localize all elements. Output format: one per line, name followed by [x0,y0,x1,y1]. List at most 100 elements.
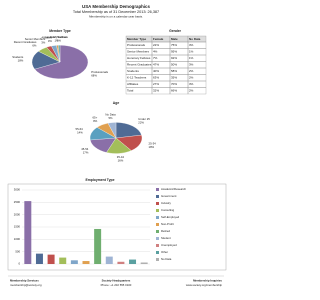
slice-value: 3% [41,40,46,44]
slice-value: 18% [149,145,155,149]
table-cell-text: 95% [171,50,177,54]
legend-label: Academic/Research [161,187,186,191]
slice-value: 22% [138,121,144,125]
slice-label: Recent Graduates [14,40,37,44]
table-cell-text: K-12 Teachers [127,76,147,80]
legend-label: Retired [161,229,170,233]
footer-text: Society Headquarters [102,279,131,283]
table-cell-text: Professionals [127,43,146,47]
legend-label: Non-Profit [161,222,174,226]
table-cell-text: 47% [153,63,159,67]
table-cell-text: 35% [171,76,177,80]
slice-value: 17% [83,150,89,154]
table-header: Female [153,37,164,41]
footer-text: Membership Services [10,279,39,283]
bar [70,260,78,264]
legend-swatch [156,223,159,226]
pie-title: Age [113,101,120,105]
slice-value: 68% [91,73,97,77]
legend-swatch [156,195,159,198]
chart-title: Employment Type [86,178,115,182]
document: USA Membership Demographics Total Member… [7,4,227,287]
table-cell-text: 3% [189,43,194,47]
legend-swatch [156,244,159,247]
table-cell-text: Honorary Fellows [127,56,151,60]
table-cell-text: 66% [171,89,177,93]
legend-label: Unemployed [161,243,177,247]
table-cell-text: Total [127,89,134,93]
table-cell-text: 2% [189,76,194,80]
slice-value: 8% [93,119,98,123]
slice-value: 14% [77,131,83,135]
bar [117,261,125,264]
slice-value: 5% [109,116,114,120]
table-cell-text: 22% [153,43,159,47]
footer-text: www.society.org/membership [186,283,223,287]
table-cell-text: 75% [171,43,177,47]
pie-title: Member Type [49,29,71,33]
note: Membership is on a calendar year basis. [89,14,143,18]
bar [140,262,148,264]
footer-text: membership@society.org [10,283,42,287]
footer-text: Membership Inquiries [193,279,222,283]
slice-label: 65+ [92,115,97,119]
slice-value: 1% [54,39,59,43]
slice-value: 1% [57,38,62,42]
pie-slice [107,122,117,139]
table-header: No Data [189,37,201,41]
legend-label: Other [161,250,168,254]
table-cell [187,87,207,95]
y-tick-label: 3000 [14,188,21,192]
chart-frame [7,183,227,271]
bar [59,257,67,264]
table-cell-text: 1% [189,56,194,60]
table-cell-text: 2% [189,69,194,73]
table-cell-text: 92% [171,56,177,60]
y-tick-label: 1000 [14,237,21,241]
bar [129,259,137,264]
bar [35,253,43,264]
slice-label: K-12 Teachers [50,35,69,39]
table-cell-text: 63% [153,76,159,80]
legend-swatch [156,216,159,219]
legend-label: No Data [161,257,172,261]
y-tick-label: 1500 [14,225,21,229]
y-tick-label: 2000 [14,212,21,216]
subtitle: Total Membership as of 31 December 2013:… [73,10,159,14]
slice-label: Senior Members [25,37,46,41]
y-tick-label: 0 [18,262,20,266]
slice-label: Students [12,55,24,59]
table-cell-text: 40% [153,69,159,73]
slice-label: No Data [105,112,116,116]
table-cell-text: Affiliates [127,82,139,86]
table-cell-text: Students [127,69,139,73]
table-cell-text: 32% [153,89,159,93]
slice-label: 45-54 [81,147,89,151]
bar [47,254,55,264]
legend-swatch [156,202,159,205]
legend-label: Self-Employed [161,215,180,219]
legend-label: Government [161,194,177,198]
legend-label: Industry [161,201,172,205]
legend-label: Student [161,236,171,240]
pie-slice [58,45,61,63]
slice-label: 25-34 [149,142,157,146]
y-tick-label: 500 [15,249,20,253]
table-cell-text: 58% [171,69,177,73]
legend-swatch [156,237,159,240]
table-cell-text: 3% [189,63,194,67]
slice-value: 16% [118,159,124,163]
slice-label: Under 25 [138,117,150,121]
slice-value: 18% [18,58,24,62]
table-cell-text: 1% [189,50,194,54]
legend-swatch [156,251,159,254]
y-tick-label: 2500 [14,200,21,204]
title: USA Membership Demographics [82,4,150,9]
bar [82,261,90,264]
table-cell-text: 4% [153,50,158,54]
bar [94,228,102,264]
slice-label: Affiliates [41,35,52,39]
slice-label: 35-44 [117,155,125,159]
table-title: Gender [169,29,182,33]
